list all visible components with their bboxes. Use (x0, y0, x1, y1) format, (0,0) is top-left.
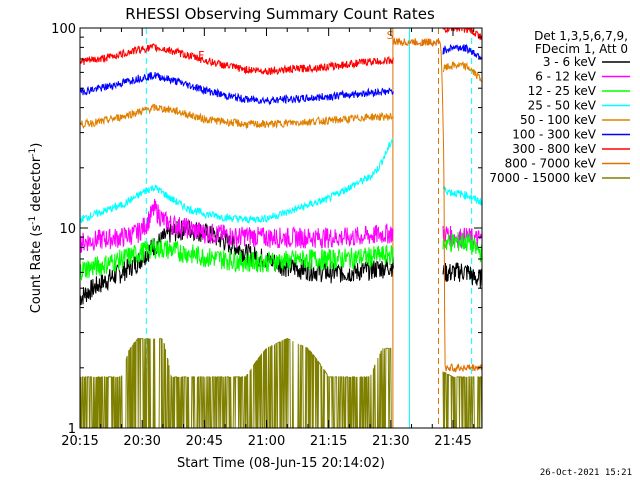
x-tick-label: 20:30 (123, 434, 160, 449)
legend-label: 3 - 6 keV (543, 55, 597, 69)
chart-title: RHESSI Observing Summary Count Rates (125, 5, 435, 23)
series-line (392, 37, 482, 373)
flag-marker: S (387, 29, 394, 42)
y-label-prefix: Count Rate (s (29, 225, 44, 314)
y-axis-label: Count Rate (s-1 detector-1) (28, 143, 44, 314)
legend-label: 300 - 800 keV (512, 142, 596, 156)
legend-label: 25 - 50 keV (528, 99, 597, 113)
series-50-100-kev (80, 61, 482, 130)
series-6-12-kev (80, 198, 482, 253)
legend-label: 6 - 12 keV (535, 70, 597, 84)
axes-layer: 20:15 20:30 20:45 21:00 21:15 21:30 21:45 1 10 10… (51, 22, 482, 449)
legend-label: 7000 - 15000 keV (489, 171, 596, 185)
x-tick-label: 20:15 (61, 434, 98, 449)
series-line (80, 232, 482, 281)
y-label-suffix: ) (29, 143, 44, 148)
x-tick-label: 21:00 (248, 434, 285, 449)
y-tick-label: 100 (51, 22, 76, 37)
series-7000-15000-kev (80, 337, 482, 428)
legend: Det 1,3,5,6,7,9,FDecim 1, Att 03 - 6 keV… (489, 29, 630, 185)
legend-label: 100 - 300 keV (512, 128, 596, 142)
series-line (80, 28, 482, 76)
x-tick-label: 21:45 (434, 434, 471, 449)
y-tick-label: 10 (59, 222, 76, 237)
legend-label: 50 - 100 keV (520, 113, 597, 127)
series-100-300-kev (80, 43, 482, 106)
series-line (80, 43, 482, 106)
y-label-sup: -1 (28, 216, 38, 225)
series-line (80, 138, 482, 224)
series-25-50-kev (80, 138, 482, 224)
y-label-sup2: -1 (28, 148, 38, 157)
date-stamp: 26-Oct-2021 15:21 (539, 468, 632, 478)
legend-header: FDecim 1, Att 0 (535, 42, 628, 56)
x-axis-label: Start Time (08-Jun-15 20:14:02) (177, 456, 385, 471)
series-line (80, 337, 482, 428)
legend-header: Det 1,3,5,6,7,9, (534, 29, 628, 43)
x-tick-label: 21:30 (372, 434, 409, 449)
x-tick-label: 20:45 (186, 434, 223, 449)
series-12-25-kev (80, 232, 482, 281)
series-layer: FS (80, 28, 482, 428)
series-line (80, 198, 482, 253)
flag-marker: F (198, 49, 204, 62)
legend-label: 12 - 25 keV (528, 84, 597, 98)
plot-frame (79, 27, 483, 429)
y-tick-label: 1 (68, 422, 76, 437)
series-800-7000-kev (392, 37, 482, 373)
series-300-800-kev (80, 28, 482, 76)
legend-label: 800 - 7000 keV (505, 157, 597, 171)
series-line (80, 61, 482, 130)
y-label-mid: detector (29, 156, 44, 216)
x-tick-label: 21:15 (310, 434, 347, 449)
